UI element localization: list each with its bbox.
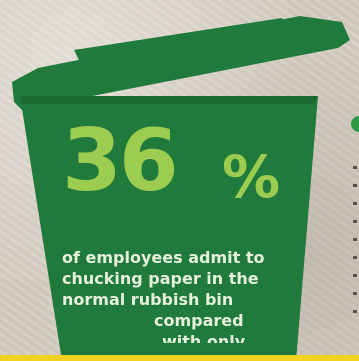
stat-line-2: chucking paper in the xyxy=(62,269,259,288)
bin-lid xyxy=(12,16,350,112)
stat-line-4: compared xyxy=(154,311,244,330)
cropped-text-fragment xyxy=(353,166,357,326)
bottom-accent-bar xyxy=(0,355,359,361)
adjacent-panel-fragment xyxy=(351,116,359,326)
bin-body xyxy=(20,96,318,361)
stat-line-5: with only xyxy=(162,332,246,343)
stat-line-1: of employees admit to xyxy=(62,248,265,267)
stat-percent-sign: % xyxy=(222,143,281,211)
bin-lid-handle xyxy=(74,18,288,62)
stat-line-3: normal rubbish bin xyxy=(62,290,234,309)
bin-rim-shadow xyxy=(20,96,318,104)
stat-value: 36 xyxy=(62,111,179,211)
leaf-icon xyxy=(351,116,359,132)
stat-description: of employees admit to chucking paper in … xyxy=(62,247,322,343)
